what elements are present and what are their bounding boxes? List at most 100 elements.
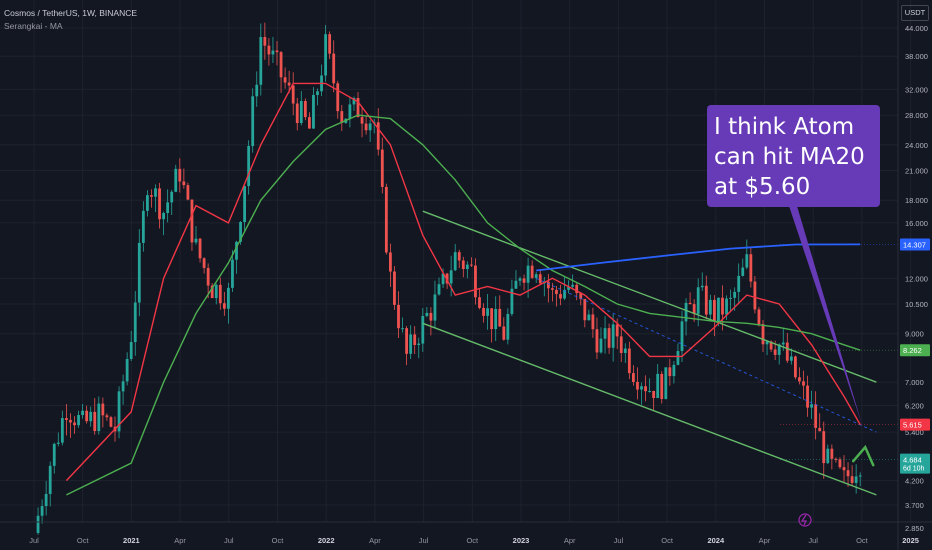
price-label-bg-2 bbox=[900, 418, 930, 431]
candle-body-102 bbox=[449, 270, 453, 284]
candle-body-41 bbox=[202, 258, 206, 268]
candle-body-191 bbox=[810, 404, 813, 408]
candle-body-175 bbox=[745, 254, 749, 268]
candle-body-154 bbox=[660, 373, 664, 400]
candle-body-134 bbox=[579, 293, 583, 299]
candle-body-115 bbox=[502, 326, 506, 340]
price-tick-6: 18.000 bbox=[905, 196, 928, 205]
candle-body-16 bbox=[101, 403, 105, 416]
symbol-title[interactable]: Cosmos / TetherUS, 1W, BINANCE bbox=[4, 8, 138, 18]
callout-note[interactable]: I think Atom can hit MA20 at $5.60 bbox=[707, 105, 880, 207]
price-tick-15: 3.700 bbox=[905, 501, 924, 510]
time-tick-9: Oct bbox=[466, 536, 479, 545]
candle-body-147 bbox=[632, 373, 635, 382]
candle-body-21 bbox=[121, 381, 125, 392]
candle-body-133 bbox=[575, 284, 579, 294]
candle-body-2 bbox=[44, 493, 48, 507]
candle-body-18 bbox=[109, 417, 113, 427]
candle-body-189 bbox=[802, 381, 805, 386]
candle-body-110 bbox=[482, 307, 485, 316]
candle-body-61 bbox=[283, 77, 287, 83]
candle-body-23 bbox=[129, 342, 133, 359]
candle-body-112 bbox=[490, 308, 494, 330]
candle-body-95 bbox=[421, 315, 425, 344]
candle-body-118 bbox=[514, 280, 518, 289]
candle-body-129 bbox=[559, 294, 562, 299]
candle-body-71 bbox=[324, 34, 327, 76]
candle-body-6 bbox=[60, 418, 64, 443]
candle-body-153 bbox=[656, 373, 660, 398]
candle-body-188 bbox=[798, 377, 801, 382]
candle-body-126 bbox=[546, 281, 550, 289]
candle-body-185 bbox=[785, 342, 789, 361]
price-tick-3: 28.000 bbox=[905, 111, 928, 120]
candle-body-84 bbox=[376, 122, 380, 150]
candle-body-49 bbox=[235, 241, 238, 260]
indicator-label[interactable]: Serangkai - MA bbox=[4, 21, 63, 31]
candle-body-108 bbox=[474, 265, 477, 298]
candle-body-127 bbox=[551, 288, 554, 290]
ma-line-ma20 bbox=[65, 82, 861, 482]
candle-body-146 bbox=[627, 348, 631, 374]
candle-body-93 bbox=[413, 334, 417, 346]
candle-body-161 bbox=[688, 302, 692, 305]
candle-body-53 bbox=[251, 96, 255, 147]
time-tick-13: Oct bbox=[661, 536, 674, 545]
candle-body-36 bbox=[182, 181, 186, 186]
candle-body-13 bbox=[89, 411, 93, 422]
candle-body-111 bbox=[486, 308, 489, 316]
candle-body-64 bbox=[295, 103, 299, 124]
time-tick-4: Jul bbox=[224, 536, 234, 545]
candle-body-150 bbox=[644, 386, 647, 392]
candle-body-82 bbox=[368, 123, 372, 131]
candle-body-42 bbox=[206, 267, 210, 286]
candle-body-105 bbox=[461, 260, 465, 270]
price-tick-16: 2.850 bbox=[905, 524, 924, 533]
ma-line-ma50 bbox=[66, 114, 861, 496]
candle-body-174 bbox=[741, 267, 745, 276]
candle-body-72 bbox=[328, 34, 332, 54]
candle-body-44 bbox=[214, 284, 218, 299]
flash-icon bbox=[800, 514, 807, 526]
candle-body-62 bbox=[287, 82, 291, 86]
price-tick-12: 6.200 bbox=[905, 402, 924, 411]
candle-body-178 bbox=[757, 309, 761, 325]
candle-body-10 bbox=[77, 415, 80, 426]
candles bbox=[36, 22, 862, 535]
candle-body-99 bbox=[437, 284, 441, 295]
price-label-2: 5.615 bbox=[903, 421, 922, 430]
candle-body-91 bbox=[405, 328, 408, 354]
event-icon bbox=[798, 513, 812, 527]
candle-body-199 bbox=[842, 467, 846, 471]
candle-body-34 bbox=[174, 168, 178, 192]
time-tick-14: 2024 bbox=[707, 536, 725, 545]
candle-body-86 bbox=[384, 186, 388, 253]
candle-body-38 bbox=[190, 199, 194, 243]
candle-body-17 bbox=[105, 415, 109, 418]
candle-body-198 bbox=[838, 459, 842, 468]
time-axis: Jul Oct 2021 Apr Jul Oct 2022 Apr Jul Oct 2023 Apr J… bbox=[0, 521, 932, 545]
price-label-1: 8.262 bbox=[903, 346, 922, 355]
candle-body-45 bbox=[218, 284, 222, 304]
candle-body-20 bbox=[117, 391, 121, 432]
time-tick-7: Apr bbox=[369, 536, 381, 545]
candle-body-107 bbox=[470, 264, 473, 266]
candle-body-100 bbox=[441, 273, 445, 285]
candle-body-143 bbox=[615, 324, 619, 337]
candle-body-67 bbox=[308, 117, 311, 129]
candle-body-26 bbox=[141, 210, 145, 243]
candle-body-136 bbox=[587, 314, 591, 321]
price-tick-11: 7.000 bbox=[905, 378, 924, 387]
candle-body-162 bbox=[692, 304, 696, 314]
currency-button[interactable]: USDT bbox=[901, 5, 929, 21]
price-tick-9: 10.500 bbox=[905, 300, 928, 309]
candle-body-57 bbox=[267, 45, 271, 55]
candle-body-87 bbox=[389, 252, 392, 272]
candle-body-137 bbox=[591, 314, 595, 330]
candle-body-46 bbox=[222, 303, 226, 309]
candle-body-80 bbox=[360, 117, 364, 124]
candle-body-60 bbox=[279, 52, 283, 78]
candle-body-157 bbox=[672, 364, 676, 377]
candle-body-180 bbox=[765, 341, 769, 345]
